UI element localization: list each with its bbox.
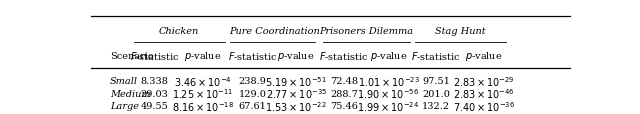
Text: Prisoners Dilemma: Prisoners Dilemma: [319, 27, 413, 36]
Text: 288.7: 288.7: [330, 89, 358, 98]
Text: 8.338: 8.338: [140, 77, 168, 86]
Text: Medium: Medium: [110, 89, 150, 98]
Text: 49.55: 49.55: [141, 101, 168, 110]
Text: $F$-statistic: $F$-statistic: [319, 50, 369, 62]
Text: $F$-statistic: $F$-statistic: [129, 50, 179, 62]
Text: $p$-value: $p$-value: [465, 49, 503, 62]
Text: Small: Small: [110, 77, 138, 86]
Text: $1.53 \times 10^{-22}$: $1.53 \times 10^{-22}$: [266, 99, 327, 113]
Text: $1.01 \times 10^{-23}$: $1.01 \times 10^{-23}$: [358, 74, 419, 88]
Text: Large: Large: [110, 101, 139, 110]
Text: $2.70 \times 10^{-3}$: $2.70 \times 10^{-3}$: [175, 111, 232, 114]
Text: 29.03: 29.03: [140, 89, 168, 98]
Text: $3.46 \times 10^{-4}$: $3.46 \times 10^{-4}$: [174, 74, 232, 88]
Text: $4.84 \times 10^{-3}$: $4.84 \times 10^{-3}$: [268, 111, 325, 114]
Text: Scenario: Scenario: [110, 51, 154, 60]
Text: $5.19 \times 10^{-51}$: $5.19 \times 10^{-51}$: [266, 74, 327, 88]
Text: 132.2: 132.2: [422, 101, 450, 110]
Text: 129.0: 129.0: [239, 89, 266, 98]
Text: $1.90 \times 10^{-56}$: $1.90 \times 10^{-56}$: [358, 87, 420, 100]
Text: Stag Hunt: Stag Hunt: [435, 27, 486, 36]
Text: Chicken: Chicken: [159, 27, 199, 36]
Text: $1.99 \times 10^{-24}$: $1.99 \times 10^{-24}$: [357, 99, 420, 113]
Text: $p$-value: $p$-value: [370, 49, 407, 62]
Text: 72.48: 72.48: [330, 77, 358, 86]
Text: $3.31 \times 10^{-16}$: $3.31 \times 10^{-16}$: [358, 111, 420, 114]
Text: $p$-value: $p$-value: [184, 49, 222, 62]
Text: 67.61: 67.61: [239, 101, 266, 110]
Text: $7.72 \times 10^{-9}$: $7.72 \times 10^{-9}$: [456, 111, 513, 114]
Text: 201.0: 201.0: [422, 89, 450, 98]
Text: 75.46: 75.46: [330, 101, 358, 110]
Text: $F$-statistic: $F$-statistic: [228, 50, 278, 62]
Text: 97.51: 97.51: [422, 77, 450, 86]
Text: 238.9: 238.9: [239, 77, 266, 86]
Text: $8.16 \times 10^{-18}$: $8.16 \times 10^{-18}$: [172, 99, 234, 113]
Text: $2.83 \times 10^{-29}$: $2.83 \times 10^{-29}$: [453, 74, 515, 88]
Text: $2.83 \times 10^{-46}$: $2.83 \times 10^{-46}$: [453, 87, 515, 100]
Text: $2.77 \times 10^{-35}$: $2.77 \times 10^{-35}$: [266, 87, 327, 100]
Text: $p$-value: $p$-value: [278, 49, 315, 62]
Text: $1.25 \times 10^{-11}$: $1.25 \times 10^{-11}$: [172, 87, 234, 100]
Text: Pure Coordination: Pure Coordination: [229, 27, 320, 36]
Text: $7.40 \times 10^{-36}$: $7.40 \times 10^{-36}$: [453, 99, 515, 113]
Text: $F$-statistic: $F$-statistic: [412, 50, 461, 62]
